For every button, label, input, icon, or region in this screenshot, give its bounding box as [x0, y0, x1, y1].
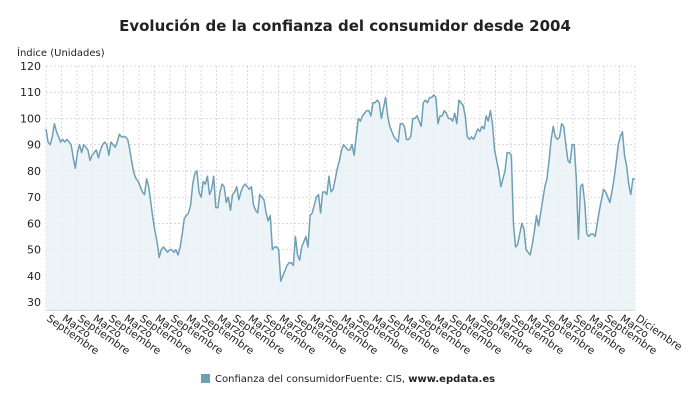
- series-area-fill: [46, 94, 635, 310]
- source-prefix: Fuente: CIS,: [345, 374, 408, 385]
- legend-series-name: Confianza del consumidor: [215, 374, 346, 385]
- legend-swatch: [201, 374, 210, 383]
- legend: Confianza del consumidor Fuente: CIS, ww…: [201, 374, 495, 385]
- y-tick-label: 110: [20, 86, 41, 99]
- series-line-path: [45, 94, 635, 282]
- y-tick-label: 70: [27, 191, 41, 204]
- y-tick-label: 60: [27, 217, 41, 230]
- y-tick-label: 50: [27, 244, 41, 257]
- y-axis-ticks: 30 40 50 60 70 80 90 100 110 120: [20, 60, 41, 309]
- series-area: [46, 94, 635, 310]
- y-tick-label: 30: [27, 296, 41, 309]
- y-tick-label: 40: [27, 270, 41, 283]
- chart-title: Evolución de la confianza del consumidor…: [119, 17, 571, 35]
- series-line: [45, 94, 635, 282]
- y-tick-label: 80: [27, 165, 41, 178]
- x-axis-ticks: SeptiembreMarzoSeptiembreMarzoSeptiembre…: [44, 313, 684, 358]
- y-axis-label: Índice (Unidades): [17, 46, 105, 59]
- source-note: Fuente: CIS, www.epdata.es: [345, 374, 495, 385]
- y-tick-label: 90: [27, 139, 41, 152]
- y-tick-label: 120: [20, 60, 41, 73]
- source-link: www.epdata.es: [408, 374, 495, 385]
- y-tick-label: 100: [20, 112, 41, 125]
